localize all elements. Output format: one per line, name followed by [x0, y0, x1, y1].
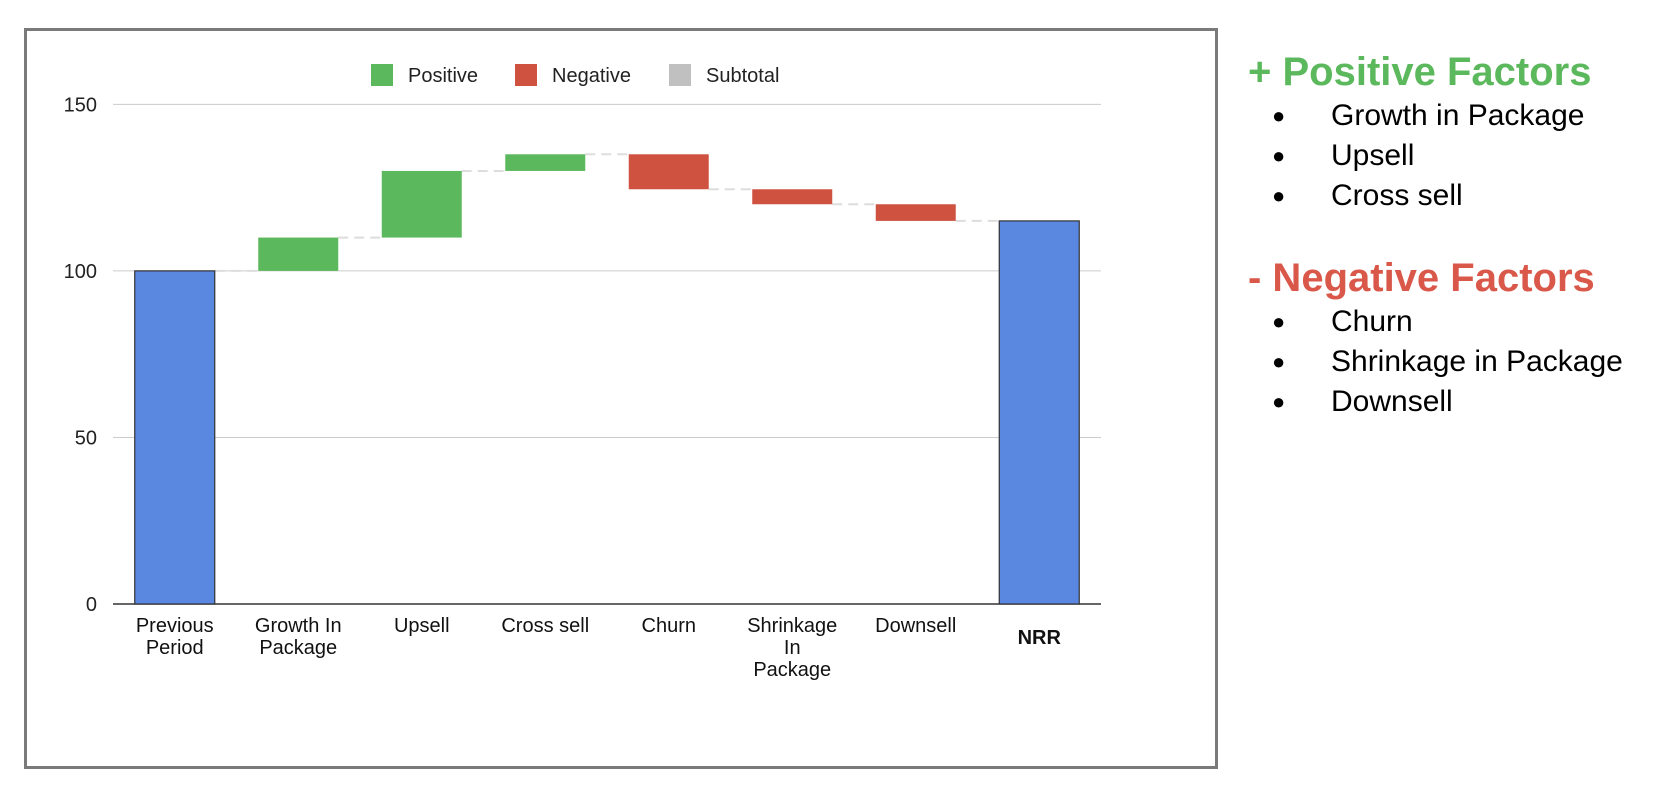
bar-positive	[258, 237, 339, 271]
y-tick-label: 0	[86, 594, 97, 616]
x-tick-label: Cross sell	[501, 615, 589, 637]
positive-factors-list: ● Growth in Package ● Upsell ● Cross sell	[1248, 96, 1668, 216]
bar-negative	[628, 154, 709, 190]
bar-positive	[381, 170, 462, 238]
positive-factors-panel: + Positive Factors ● Growth in Package ● U…	[1248, 48, 1668, 216]
chart-canvas: 0 50 100 150 Previous Period Growth In Package U…	[64, 64, 1101, 681]
positive-factors-title: + Positive Factors	[1248, 50, 1592, 94]
bar-total	[134, 270, 216, 605]
bullet-icon: ●	[1272, 103, 1286, 128]
bar-positive	[505, 154, 586, 171]
list-item: ● Upsell	[1248, 136, 1668, 176]
list-item: ● Growth in Package	[1248, 96, 1668, 136]
list-item: ● Shrinkage in Package	[1248, 342, 1668, 382]
legend-swatch	[515, 64, 537, 86]
legend-swatch	[371, 64, 393, 86]
x-tick-label: Growth In Package	[255, 615, 342, 659]
bar-negative	[875, 204, 956, 221]
x-tick-label: Churn	[642, 615, 696, 637]
waterfall-chart: 0 50 100 150 Previous Period Growth In Package U…	[24, 28, 1218, 769]
y-tick-label: 50	[75, 427, 97, 449]
x-tick-label: NRR	[1018, 627, 1062, 649]
bar-total	[998, 220, 1080, 605]
negative-factors-panel: - Negative Factors ● Churn ● Shrinkage in …	[1248, 254, 1668, 422]
y-tick-label: 150	[64, 94, 97, 116]
legend-label: Positive	[408, 65, 478, 87]
x-tick-label: Previous Period	[136, 615, 214, 659]
x-tick-label: Downsell	[875, 615, 956, 637]
list-item: ● Cross sell	[1248, 176, 1668, 216]
list-item: ● Downsell	[1248, 382, 1668, 422]
x-tick-label: Shrinkage In Package	[747, 615, 837, 681]
y-tick-label: 100	[64, 261, 97, 283]
negative-factors-list: ● Churn ● Shrinkage in Package ● Downsell	[1248, 302, 1668, 422]
legend-swatch	[669, 64, 691, 86]
legend-label: Subtotal	[706, 65, 779, 87]
x-tick-label: Upsell	[394, 615, 450, 637]
list-item: ● Churn	[1248, 302, 1668, 342]
bar-negative	[752, 189, 833, 205]
negative-factors-title: - Negative Factors	[1248, 256, 1595, 300]
bullet-icon: ●	[1272, 309, 1286, 334]
bullet-icon: ●	[1272, 143, 1286, 168]
legend-label: Negative	[552, 65, 631, 87]
bullet-icon: ●	[1272, 389, 1286, 414]
bullet-icon: ●	[1272, 349, 1286, 374]
bullet-icon: ●	[1272, 183, 1286, 208]
